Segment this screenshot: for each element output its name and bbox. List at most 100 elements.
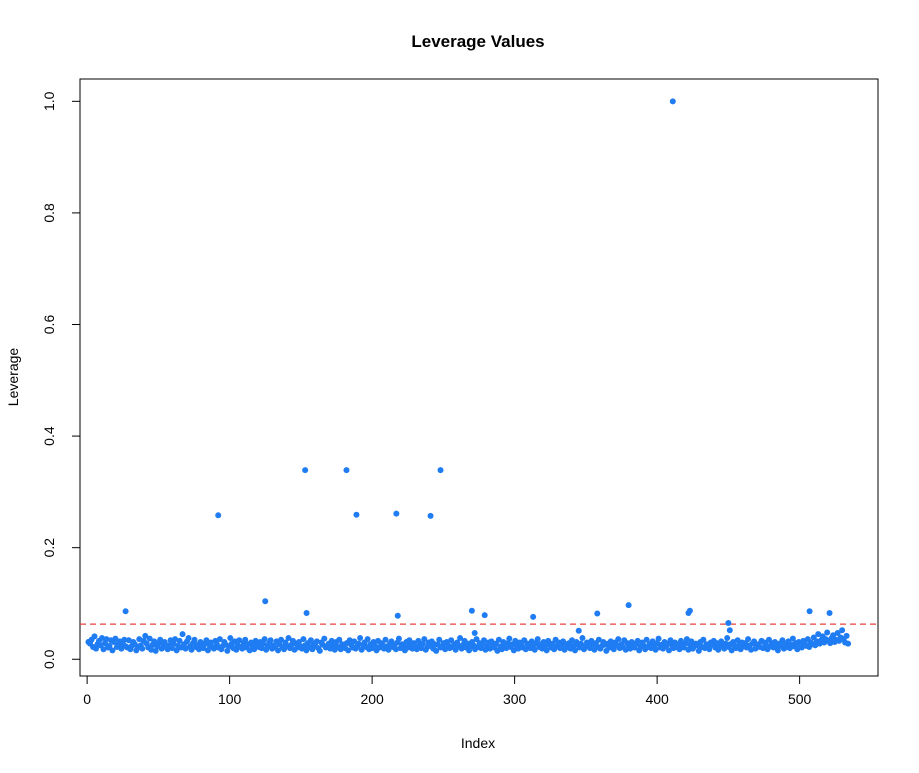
data-point	[148, 646, 155, 653]
data-point	[118, 645, 125, 652]
data-point	[437, 467, 444, 474]
data-point	[686, 607, 693, 614]
chart-title: Leverage Values	[411, 32, 544, 51]
y-tick-label: 1.0	[41, 91, 57, 111]
y-tick-label: 0.8	[41, 203, 57, 223]
data-point	[300, 636, 307, 643]
data-point	[157, 636, 164, 643]
x-tick-label: 400	[645, 691, 669, 707]
x-axis-label: Index	[461, 735, 495, 751]
data-point	[142, 632, 149, 639]
y-axis-label: Leverage	[5, 348, 21, 407]
data-point	[579, 635, 586, 642]
data-point	[246, 647, 253, 654]
data-point	[748, 646, 755, 653]
data-point	[262, 598, 269, 605]
data-point	[204, 647, 211, 654]
data-point	[718, 638, 725, 645]
data-point	[316, 647, 323, 654]
data-point	[436, 636, 443, 643]
data-point	[685, 646, 692, 653]
data-point	[531, 646, 538, 653]
plot-frame	[79, 78, 879, 677]
y-tick-label: 0.4	[41, 426, 57, 446]
data-point	[594, 610, 601, 617]
data-point	[534, 636, 541, 643]
data-point	[530, 613, 537, 620]
data-point	[146, 635, 153, 642]
data-point	[652, 646, 659, 653]
data-point	[824, 629, 831, 636]
data-point	[688, 638, 695, 645]
data-point	[845, 640, 852, 647]
data-point	[826, 609, 833, 616]
data-point	[302, 467, 309, 474]
data-point	[575, 627, 582, 634]
data-point	[751, 638, 758, 645]
data-point	[364, 636, 371, 643]
data-point	[139, 645, 146, 652]
x-tick-label: 300	[503, 691, 527, 707]
data-point	[275, 647, 282, 654]
data-point	[395, 635, 402, 642]
data-point	[161, 638, 168, 645]
data-point	[343, 467, 350, 474]
data-point	[839, 627, 846, 634]
data-point	[236, 637, 243, 644]
data-point	[385, 646, 392, 653]
data-point	[595, 636, 602, 643]
data-point	[351, 638, 358, 645]
data-point	[357, 635, 364, 642]
data-point	[191, 636, 198, 643]
data-point	[210, 645, 217, 652]
data-point	[185, 635, 192, 642]
data-point	[706, 646, 713, 653]
data-point	[353, 511, 360, 518]
data-point	[91, 633, 98, 640]
data-point	[313, 638, 320, 645]
data-point	[481, 612, 488, 619]
data-point	[806, 608, 813, 615]
data-point	[261, 636, 268, 643]
data-point	[106, 642, 113, 649]
data-point	[427, 512, 434, 519]
data-point	[543, 647, 550, 654]
data-point	[830, 632, 837, 639]
data-point	[203, 637, 210, 644]
data-point	[834, 630, 841, 637]
data-point	[103, 636, 110, 643]
data-point	[577, 640, 584, 647]
data-point	[109, 647, 116, 654]
data-point	[239, 645, 246, 652]
data-point	[112, 635, 119, 642]
x-tick-label: 200	[360, 691, 384, 707]
data-point	[495, 636, 502, 643]
data-point	[774, 647, 781, 654]
x-tick-label: 0	[83, 691, 91, 707]
data-point	[433, 647, 440, 654]
data-point	[303, 609, 310, 616]
data-point	[457, 635, 464, 642]
data-point	[677, 637, 684, 644]
data-point	[98, 635, 105, 642]
y-tick-label: 0.6	[41, 315, 57, 335]
x-tick-label: 100	[218, 691, 242, 707]
data-point	[382, 636, 389, 643]
data-point	[667, 637, 674, 644]
y-axis: 0.0 0.2 0.4 0.6 0.8 1.0	[41, 91, 81, 669]
data-point	[176, 637, 183, 644]
data-point	[607, 638, 614, 645]
data-point	[745, 636, 752, 643]
data-point	[393, 510, 400, 517]
data-point	[267, 637, 274, 644]
data-point	[615, 636, 622, 643]
data-point	[285, 635, 292, 642]
data-point	[572, 647, 579, 654]
data-point	[700, 636, 707, 643]
data-point	[251, 646, 258, 653]
data-point	[728, 647, 735, 654]
data-point	[503, 645, 510, 652]
data-point	[666, 647, 673, 654]
data-point	[179, 631, 186, 638]
y-tick-label: 0.0	[41, 649, 57, 669]
